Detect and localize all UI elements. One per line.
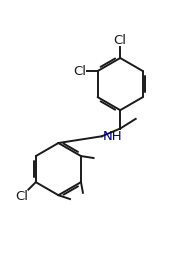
Text: Cl: Cl <box>15 190 28 203</box>
Text: Cl: Cl <box>114 34 127 47</box>
Text: Cl: Cl <box>74 64 86 77</box>
Text: NH: NH <box>103 130 122 143</box>
